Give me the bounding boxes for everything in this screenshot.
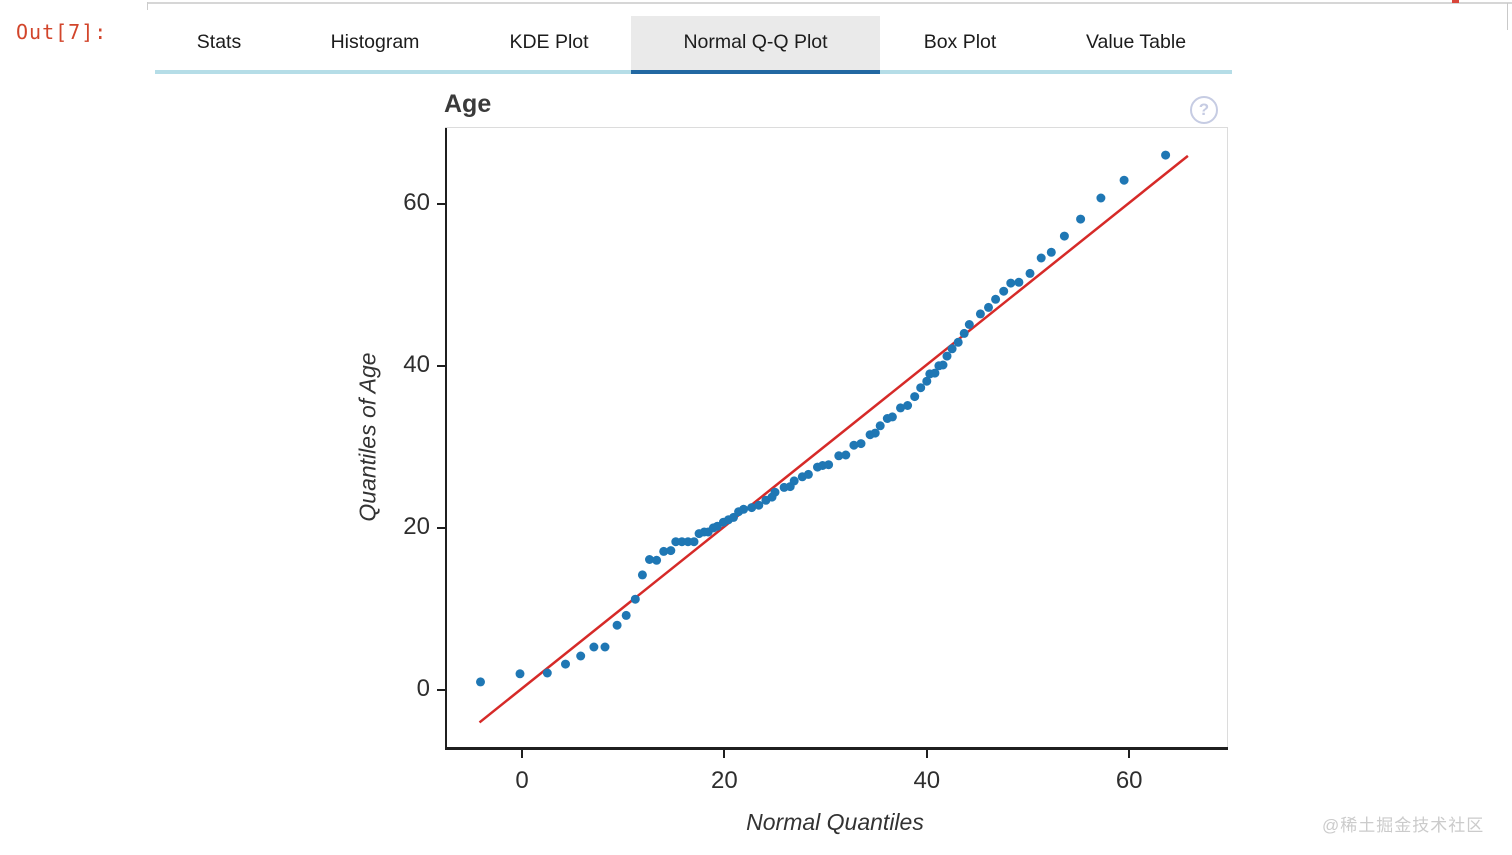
data-point bbox=[1161, 150, 1171, 160]
data-point bbox=[834, 451, 844, 461]
data-point bbox=[754, 500, 764, 510]
data-point bbox=[1006, 278, 1016, 288]
data-point bbox=[1046, 247, 1056, 257]
data-point bbox=[1096, 193, 1106, 203]
data-point bbox=[870, 428, 880, 438]
data-point bbox=[903, 401, 913, 410]
data-point bbox=[841, 450, 851, 460]
data-point bbox=[1014, 277, 1024, 287]
data-point bbox=[561, 659, 570, 669]
data-point bbox=[621, 610, 631, 620]
data-point bbox=[964, 320, 974, 329]
data-point bbox=[689, 537, 699, 547]
tab-stats[interactable]: Stats bbox=[155, 16, 283, 74]
data-point bbox=[856, 439, 866, 449]
data-point bbox=[975, 309, 985, 319]
data-point bbox=[630, 594, 640, 604]
data-point bbox=[747, 503, 757, 513]
y-tick-label: 60 bbox=[403, 188, 430, 216]
cell-divider-notch bbox=[147, 2, 148, 10]
data-point bbox=[789, 476, 799, 486]
x-tick-mark bbox=[1128, 750, 1131, 758]
data-point bbox=[1076, 214, 1086, 224]
tab-histogram[interactable]: Histogram bbox=[283, 16, 467, 74]
top-red-artifact bbox=[1452, 0, 1459, 3]
tab-box-plot[interactable]: Box Plot bbox=[880, 16, 1040, 74]
y-tick-mark bbox=[437, 202, 445, 205]
data-point bbox=[659, 546, 669, 556]
x-axis-title: Normal Quantiles bbox=[746, 809, 924, 835]
data-point bbox=[652, 555, 662, 565]
data-point bbox=[803, 469, 813, 479]
y-axis-title: Quantiles of Age bbox=[354, 352, 381, 522]
y-tick-mark bbox=[437, 689, 445, 691]
data-point bbox=[984, 302, 993, 312]
data-point bbox=[1119, 175, 1129, 185]
data-point bbox=[947, 344, 957, 354]
data-point bbox=[875, 421, 885, 431]
data-point bbox=[739, 504, 749, 514]
chart-title: Age bbox=[444, 90, 492, 118]
data-point bbox=[991, 294, 1001, 304]
data-point bbox=[600, 642, 610, 652]
data-point bbox=[1059, 231, 1069, 241]
x-tick-label: 40 bbox=[913, 767, 941, 794]
data-point bbox=[953, 337, 963, 347]
reference-line bbox=[478, 154, 1189, 724]
data-point bbox=[612, 620, 622, 630]
data-point bbox=[896, 403, 905, 413]
x-tick-label: 0 bbox=[515, 767, 529, 794]
x-tick-label: 60 bbox=[1115, 767, 1143, 794]
data-point bbox=[576, 651, 586, 661]
output-prompt: Out[7]: bbox=[16, 20, 108, 44]
data-point bbox=[916, 383, 926, 393]
tab-kde-plot[interactable]: KDE Plot bbox=[467, 16, 631, 74]
data-point bbox=[910, 392, 920, 402]
data-point bbox=[938, 360, 948, 370]
data-point bbox=[770, 487, 780, 497]
data-point bbox=[942, 351, 952, 361]
x-tick-mark bbox=[925, 750, 928, 758]
data-point bbox=[1036, 253, 1046, 263]
y-axis-line bbox=[445, 128, 447, 750]
data-point bbox=[922, 376, 932, 386]
y-tick-mark bbox=[437, 364, 445, 367]
data-point bbox=[589, 642, 599, 652]
data-point bbox=[930, 368, 940, 378]
y-tick-mark bbox=[437, 526, 445, 529]
scrollbar-edge-line bbox=[1507, 3, 1508, 30]
data-point bbox=[476, 677, 485, 687]
data-point bbox=[645, 555, 654, 564]
help-icon[interactable]: ? bbox=[1190, 96, 1218, 124]
y-tick-label: 20 bbox=[403, 512, 430, 540]
x-tick-mark bbox=[723, 750, 726, 758]
tab-value-table[interactable]: Value Table bbox=[1040, 16, 1232, 74]
tab-bar: Stats Histogram KDE Plot Normal Q-Q Plot… bbox=[155, 16, 1232, 74]
data-point bbox=[515, 669, 525, 679]
cell-divider-line bbox=[147, 2, 1512, 4]
data-point bbox=[959, 328, 969, 338]
qq-scatter-plot bbox=[476, 150, 1189, 724]
data-point bbox=[999, 286, 1009, 296]
x-tick-mark bbox=[521, 750, 523, 758]
data-point bbox=[666, 546, 676, 556]
data-point bbox=[637, 570, 647, 580]
data-point bbox=[887, 412, 897, 422]
y-tick-label: 40 bbox=[403, 350, 430, 378]
x-tick-label: 20 bbox=[711, 767, 738, 794]
data-point bbox=[849, 440, 859, 450]
watermark: @稀土掘金技术社区 bbox=[1322, 816, 1485, 835]
y-tick-label: 0 bbox=[416, 675, 430, 702]
data-point bbox=[1025, 268, 1035, 278]
x-axis-line bbox=[445, 747, 1228, 750]
data-point bbox=[824, 460, 834, 470]
data-point bbox=[542, 668, 552, 678]
tab-normal-qq-plot[interactable]: Normal Q-Q Plot bbox=[631, 16, 880, 74]
